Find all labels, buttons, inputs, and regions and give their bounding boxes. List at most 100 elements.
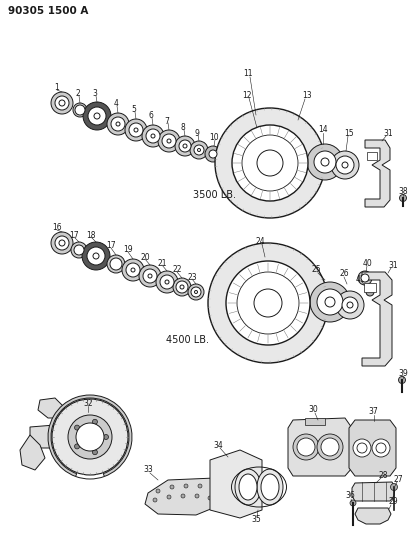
Text: 25: 25	[310, 265, 320, 274]
Circle shape	[204, 146, 220, 162]
Circle shape	[335, 156, 353, 174]
Text: 38: 38	[397, 187, 407, 196]
Circle shape	[103, 434, 108, 440]
Polygon shape	[209, 450, 261, 518]
Circle shape	[398, 376, 405, 384]
Circle shape	[89, 249, 103, 263]
Circle shape	[180, 142, 189, 150]
Circle shape	[193, 289, 198, 295]
Circle shape	[179, 140, 191, 152]
Text: 12: 12	[242, 91, 251, 100]
Circle shape	[225, 261, 309, 345]
Text: 28: 28	[378, 471, 387, 480]
Circle shape	[360, 274, 368, 282]
Circle shape	[227, 263, 307, 343]
Text: 14: 14	[317, 125, 327, 134]
Circle shape	[188, 284, 204, 300]
Circle shape	[316, 289, 342, 315]
Circle shape	[195, 494, 198, 498]
Circle shape	[92, 419, 97, 424]
Circle shape	[357, 271, 371, 285]
Circle shape	[148, 131, 157, 141]
Circle shape	[175, 136, 195, 156]
Circle shape	[309, 282, 349, 322]
Polygon shape	[304, 418, 324, 425]
Circle shape	[234, 127, 305, 199]
Text: 15: 15	[343, 128, 353, 138]
Circle shape	[76, 423, 104, 451]
Circle shape	[128, 265, 138, 275]
Circle shape	[365, 288, 373, 296]
Circle shape	[178, 283, 186, 291]
Circle shape	[189, 141, 207, 159]
Text: 29: 29	[387, 497, 397, 506]
Circle shape	[110, 258, 122, 270]
Circle shape	[343, 299, 355, 311]
Circle shape	[197, 149, 200, 151]
Circle shape	[131, 125, 141, 135]
Polygon shape	[287, 418, 351, 476]
Circle shape	[155, 489, 160, 493]
Text: 13: 13	[301, 92, 311, 101]
Circle shape	[254, 289, 281, 317]
Circle shape	[207, 243, 327, 363]
Circle shape	[236, 272, 298, 334]
Text: 90305 1500 A: 90305 1500 A	[8, 6, 88, 16]
Circle shape	[52, 399, 128, 475]
Circle shape	[170, 485, 173, 489]
Wedge shape	[48, 395, 132, 477]
Circle shape	[71, 242, 87, 258]
Polygon shape	[30, 425, 62, 448]
Circle shape	[320, 158, 328, 166]
Text: 27: 27	[392, 474, 402, 483]
Text: 22: 22	[172, 265, 181, 274]
Circle shape	[214, 108, 324, 218]
Circle shape	[113, 119, 123, 129]
Text: 9: 9	[194, 128, 199, 138]
Circle shape	[153, 498, 157, 502]
Circle shape	[155, 271, 178, 293]
Circle shape	[398, 195, 405, 201]
Circle shape	[193, 145, 204, 155]
Text: 21: 21	[157, 259, 166, 268]
Circle shape	[207, 496, 211, 500]
Circle shape	[111, 117, 125, 131]
Text: 23: 23	[187, 272, 196, 281]
Text: 30: 30	[308, 406, 317, 415]
Ellipse shape	[234, 469, 261, 505]
Text: 3500 LB.: 3500 LB.	[193, 190, 236, 200]
Ellipse shape	[256, 469, 282, 505]
Circle shape	[93, 253, 99, 259]
Circle shape	[196, 147, 202, 153]
Circle shape	[74, 444, 79, 449]
Circle shape	[182, 144, 187, 148]
Circle shape	[346, 302, 352, 308]
Circle shape	[143, 269, 157, 283]
Text: 8: 8	[180, 124, 185, 133]
Polygon shape	[348, 420, 395, 476]
Circle shape	[83, 102, 111, 130]
Circle shape	[162, 134, 175, 148]
Circle shape	[90, 109, 104, 123]
Circle shape	[247, 141, 291, 185]
Text: 36: 36	[344, 491, 354, 500]
Text: 37: 37	[367, 408, 377, 416]
Circle shape	[318, 291, 340, 313]
Circle shape	[145, 271, 155, 281]
Circle shape	[59, 100, 65, 106]
Circle shape	[59, 240, 65, 246]
Circle shape	[142, 125, 164, 147]
Circle shape	[194, 290, 197, 294]
Circle shape	[241, 135, 297, 191]
Circle shape	[164, 280, 169, 284]
Circle shape	[256, 150, 282, 176]
Circle shape	[306, 144, 342, 180]
Circle shape	[231, 125, 307, 201]
Circle shape	[316, 434, 342, 460]
Text: 26: 26	[338, 270, 348, 279]
Circle shape	[162, 277, 172, 287]
Text: 31: 31	[382, 128, 392, 138]
Circle shape	[389, 483, 397, 490]
Circle shape	[92, 450, 97, 455]
Ellipse shape	[238, 474, 256, 500]
